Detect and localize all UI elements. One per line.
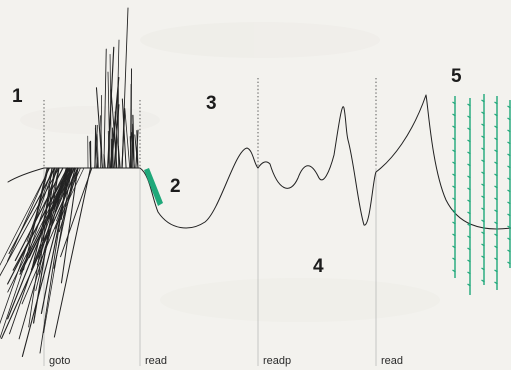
accent-sliver xyxy=(144,168,163,206)
label-5: 5 xyxy=(451,66,462,87)
label-4: 4 xyxy=(313,256,324,277)
label-1: 1 xyxy=(12,86,23,107)
paper-texture xyxy=(20,22,440,322)
cmd-read-1: read xyxy=(145,355,167,367)
cmd-goto: goto xyxy=(49,355,70,367)
cmd-readp: readp xyxy=(263,355,291,367)
dotted-guides xyxy=(43,78,377,168)
accent-loop-4 xyxy=(262,144,386,282)
read-wave-curve xyxy=(7,94,511,230)
label-3: 3 xyxy=(206,93,217,114)
cmd-read-2: read xyxy=(381,355,403,367)
goto-stroke-burst xyxy=(0,7,139,358)
label-2: 2 xyxy=(170,176,181,197)
accent-bars xyxy=(452,94,511,295)
solid-guides xyxy=(43,168,377,366)
